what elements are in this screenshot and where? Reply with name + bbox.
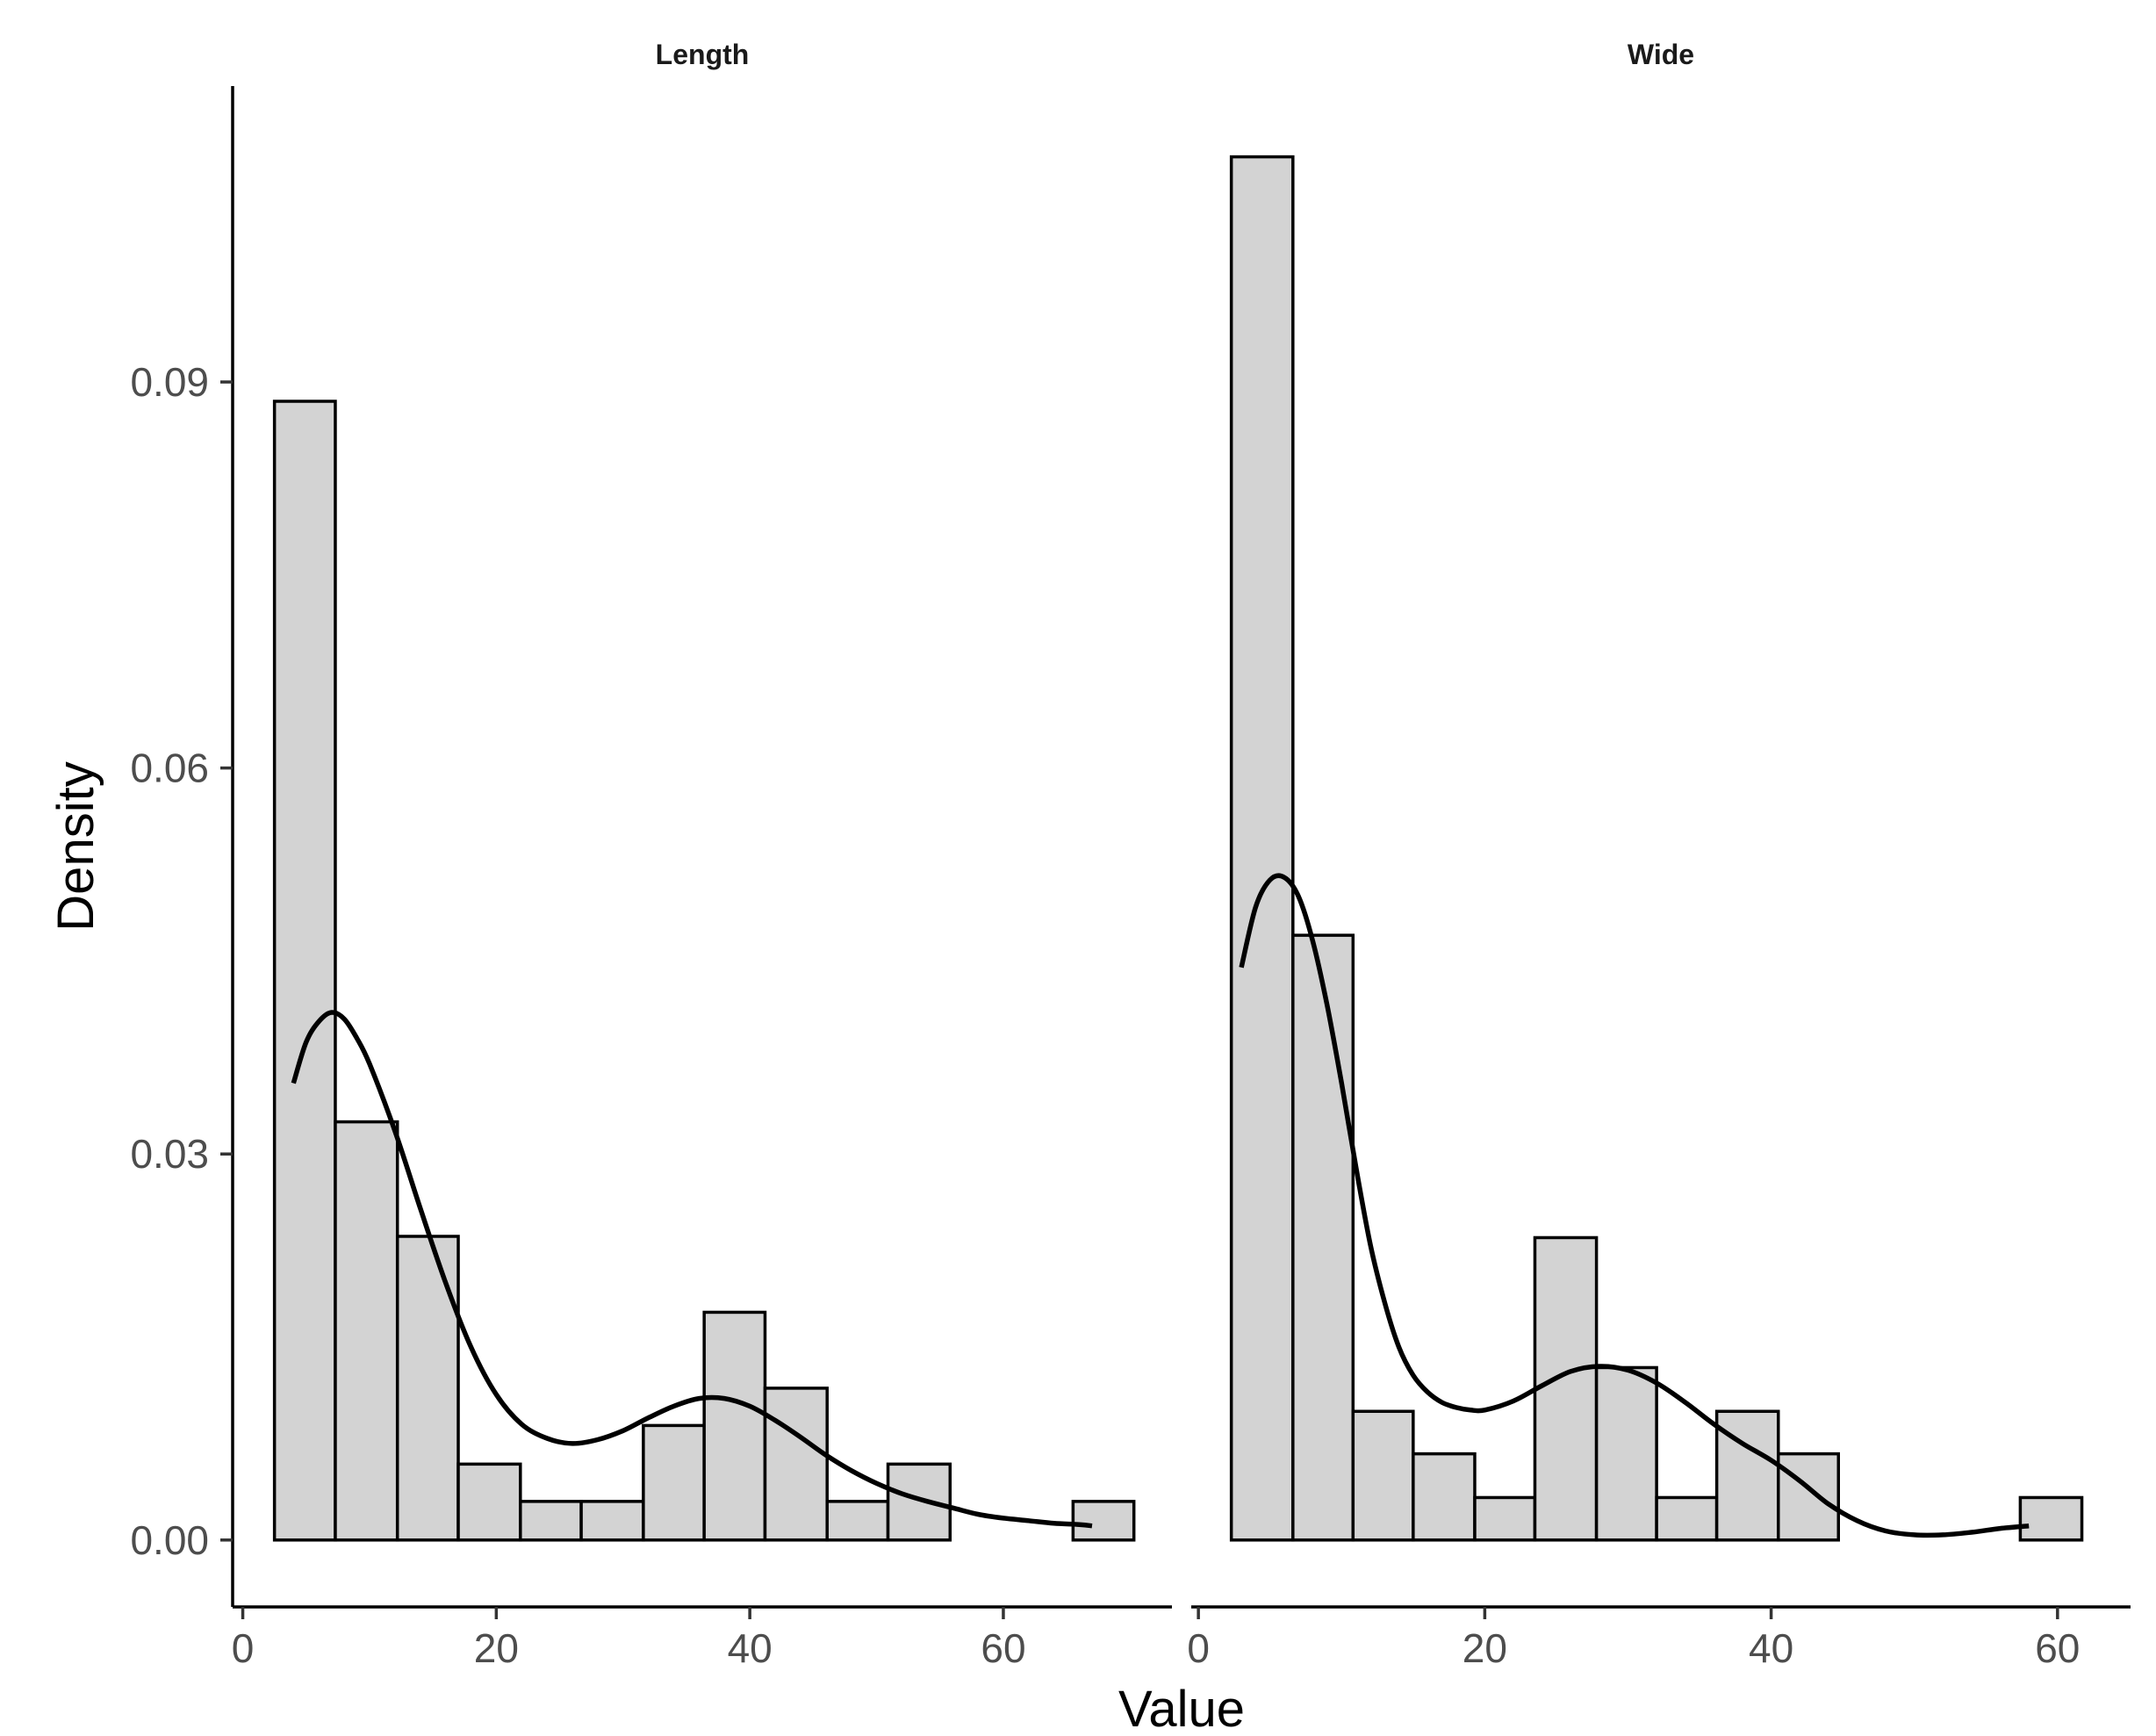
histogram-bar [642, 1423, 706, 1542]
x-tick-label: 60 [981, 1625, 1025, 1671]
y-axis: 0.00 0.03 0.06 0.09 [130, 86, 234, 1607]
panel-length-x-ticks: 0 20 40 60 [232, 1607, 1026, 1671]
histogram-bar [579, 1500, 645, 1542]
histogram-bar [519, 1500, 583, 1542]
histogram-bar [886, 1462, 952, 1542]
panel-length: Length 0 20 40 60 [232, 39, 1172, 1671]
y-tick-label: 0.00 [130, 1517, 209, 1563]
histogram-bar [334, 1120, 399, 1542]
histogram-bar [395, 1235, 460, 1542]
x-tick-label: 20 [474, 1625, 519, 1671]
histogram-bar [1655, 1495, 1719, 1542]
histogram-bar [1071, 1500, 1136, 1542]
histogram-bar [702, 1310, 767, 1542]
histogram-bar [1533, 1235, 1599, 1542]
histogram-bar [1229, 155, 1295, 1542]
histogram-bar [1412, 1451, 1477, 1542]
histogram-bar [1291, 933, 1355, 1542]
panel-wide: Wide 0 20 40 60 [1187, 39, 2131, 1671]
x-tick-label: 40 [1749, 1625, 1793, 1671]
y-tick-label: 0.06 [130, 746, 209, 791]
y-tick-label: 0.09 [130, 359, 209, 405]
panel-length-bars [272, 400, 1136, 1542]
histogram-bar [825, 1500, 890, 1542]
panel-length-density-curve [291, 1010, 1093, 1529]
histogram-bar [272, 400, 337, 1542]
y-axis-title: Density [47, 761, 104, 931]
x-tick-label: 0 [232, 1625, 255, 1671]
histogram-bar [1351, 1409, 1415, 1542]
histogram-bar [456, 1462, 522, 1542]
y-axis-ticks: 0.00 0.03 0.06 0.09 [130, 359, 233, 1563]
x-axis-title: Value [1118, 1681, 1245, 1736]
y-tick-label: 0.03 [130, 1131, 209, 1177]
histogram-bar [763, 1387, 829, 1542]
x-tick-label: 0 [1187, 1625, 1210, 1671]
histogram-bar [1777, 1451, 1841, 1542]
x-tick-label: 60 [2035, 1625, 2080, 1671]
x-tick-label: 40 [728, 1625, 773, 1671]
histogram-bar [1594, 1365, 1658, 1542]
histogram-bar [2018, 1495, 2084, 1542]
panel-length-title: Length [656, 39, 750, 70]
panel-wide-bars [1229, 155, 2084, 1542]
panel-wide-density-curve [1239, 873, 2030, 1538]
panel-wide-x-ticks: 0 20 40 60 [1187, 1607, 2080, 1671]
x-tick-label: 20 [1462, 1625, 1507, 1671]
histogram-bar [1473, 1495, 1537, 1542]
panel-wide-title: Wide [1628, 39, 1694, 70]
